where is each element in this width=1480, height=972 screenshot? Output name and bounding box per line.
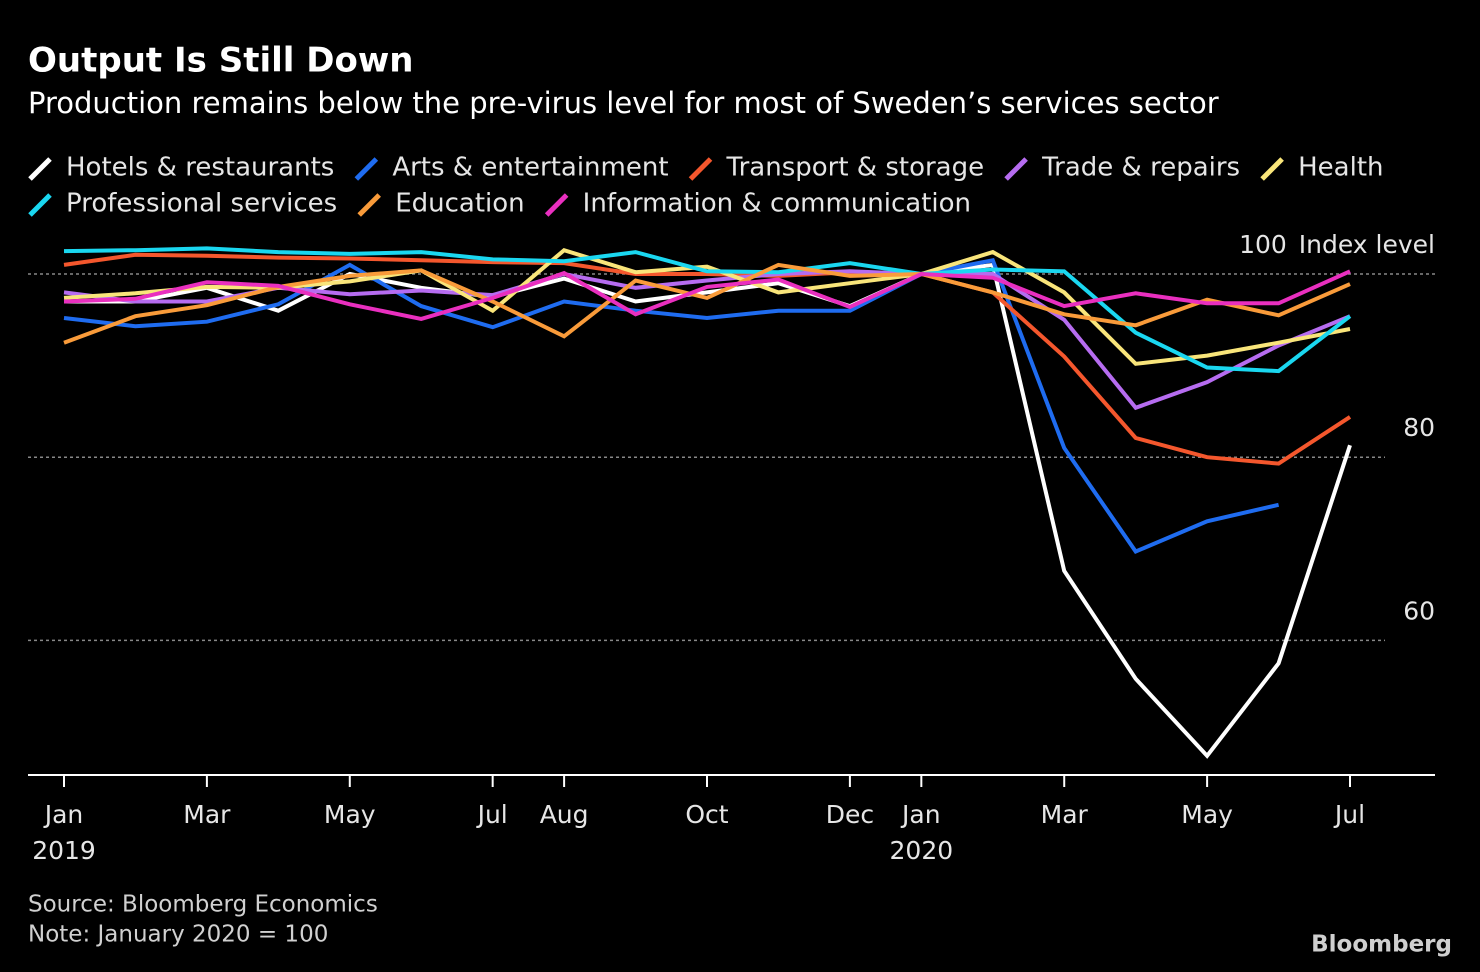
y-tick-label: 80 (1403, 413, 1435, 442)
legend-label: Transport & storage (726, 153, 985, 183)
legend-swatch (1260, 157, 1284, 181)
x-tick-label: Mar (183, 800, 231, 829)
legend-label: Education (395, 189, 524, 219)
logo: Bloomberg (1311, 932, 1452, 958)
x-tick-label: Jan 2020 (890, 800, 954, 865)
x-tick-label: Jul (476, 800, 508, 829)
legend-swatch (28, 157, 52, 181)
legend-swatch (28, 193, 52, 217)
series-line (63, 258, 1280, 554)
series-line (63, 247, 1351, 366)
legend-swatch (357, 193, 381, 217)
y-tick-label: 60 (1403, 596, 1435, 625)
y-tick-label: 100 (1239, 230, 1287, 259)
x-tick-label: Oct (685, 800, 728, 829)
chart-title: Output Is Still Down (28, 41, 413, 81)
legend-label: Hotels & restaurants (66, 153, 334, 183)
chart-subtitle: Production remains below the pre-virus l… (28, 86, 1219, 120)
legend-label: Information & communication (583, 189, 971, 219)
legend-swatch (544, 193, 569, 217)
x-tick-label: Jul (1333, 800, 1365, 829)
legend-label: Trade & repairs (1041, 153, 1240, 183)
series-line (63, 269, 1351, 321)
legend-swatch (1004, 157, 1028, 181)
series-line (63, 252, 1352, 466)
x-tick-label: Mar (1041, 800, 1089, 829)
source: Source: Bloomberg Economics (28, 892, 378, 918)
legend-label: Professional services (66, 189, 337, 219)
legend-swatch (688, 157, 713, 181)
y-axis-label: Index level (1299, 230, 1435, 259)
x-tick-label: May (324, 800, 376, 829)
x-tick-label: May (1181, 800, 1233, 829)
x-tick-label: Jan 2019 (32, 800, 96, 865)
x-tick-label: Aug (540, 800, 589, 829)
legend-swatch (354, 157, 379, 181)
series-line (64, 262, 1352, 759)
legend-label: Health (1298, 153, 1383, 183)
series-line (63, 246, 1352, 374)
note: Note: January 2020 = 100 (28, 922, 328, 948)
x-tick-label: Dec (826, 800, 874, 829)
legend-label: Arts & entertainment (392, 153, 668, 183)
